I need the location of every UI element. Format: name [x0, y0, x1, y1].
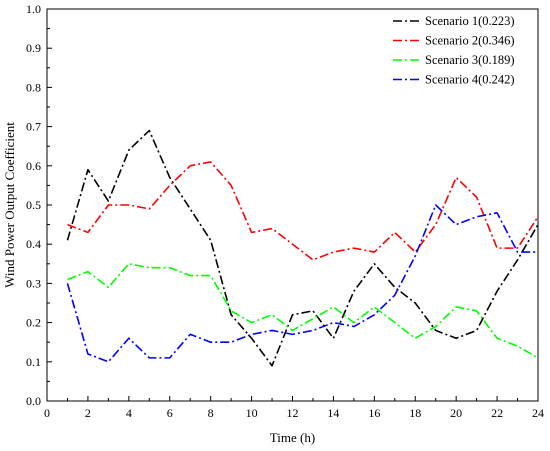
y-tick-label: 0.2 [26, 316, 41, 330]
x-tick-label: 4 [126, 406, 132, 420]
series-line-4 [66, 204, 538, 363]
legend-label-1: Scenario 1(0.223) [425, 14, 515, 28]
x-tick-label: 2 [85, 406, 91, 420]
series-line-2 [67, 161, 539, 261]
x-axis-title: Time (h) [270, 430, 315, 445]
series-line-3 [67, 262, 539, 359]
series-line-1 [66, 129, 539, 367]
x-tick-label: 20 [450, 406, 462, 420]
x-tick-label: 6 [167, 406, 173, 420]
y-tick-label: 0.7 [26, 120, 41, 134]
series-layer [66, 129, 539, 367]
y-tick-label: 1.0 [26, 2, 41, 16]
y-tick-label: 0.1 [26, 355, 41, 369]
x-tick-label: 22 [491, 406, 503, 420]
y-tick-label: 0.0 [26, 394, 41, 408]
y-tick-label: 0.6 [26, 159, 41, 173]
x-tick-label: 24 [532, 406, 544, 420]
legend-label-4: Scenario 4(0.242) [425, 73, 515, 87]
legend-label-3: Scenario 3(0.189) [425, 53, 515, 67]
x-tick-label: 12 [287, 406, 299, 420]
x-tick-label: 0 [44, 406, 50, 420]
y-axis-title: Wind Power Output Coefficient [2, 122, 17, 288]
x-tick-label: 16 [368, 406, 380, 420]
x-tick-label: 14 [327, 406, 339, 420]
x-axis-ticks: 0 2 4 6 8 10 12 14 16 18 20 22 24 [44, 396, 544, 420]
y-tick-label: 0.5 [26, 198, 41, 212]
y-tick-label: 0.9 [26, 41, 41, 55]
legend-label-2: Scenario 2(0.346) [425, 34, 515, 48]
y-tick-label: 0.3 [26, 276, 41, 290]
y-tick-label: 0.4 [26, 237, 41, 251]
y-axis-ticks: 0.0 0.1 0.2 0.3 0.4 0.5 0.6 0.7 0.8 0.9 1.0 [26, 2, 52, 408]
legend: Scenario 1(0.223) Scenario 2(0.346) Scenar… [393, 14, 515, 87]
x-tick-label: 8 [208, 406, 214, 420]
x-tick-label: 10 [246, 406, 258, 420]
x-tick-label: 18 [409, 406, 421, 420]
y-tick-label: 0.8 [26, 80, 41, 94]
